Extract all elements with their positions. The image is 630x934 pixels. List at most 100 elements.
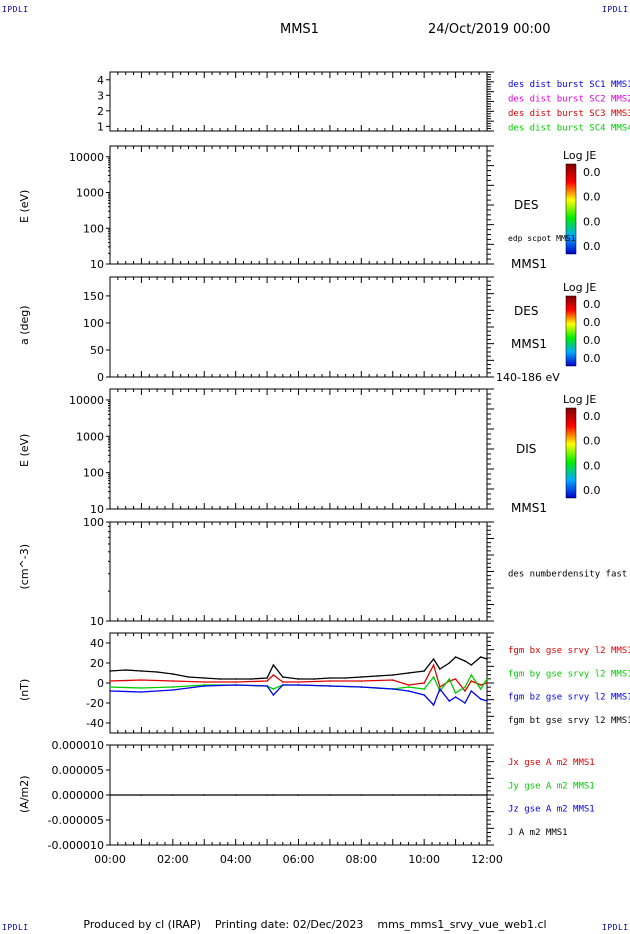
colorbar-title: Log JE [563, 393, 596, 406]
data-point-j [234, 794, 237, 796]
colorbar-tick-label: 0.0 [583, 316, 601, 329]
data-point-bt [282, 676, 284, 678]
data-point-bt [156, 671, 158, 673]
data-point-bt [187, 676, 190, 678]
data-point-bx [479, 684, 482, 686]
data-point-by [448, 678, 451, 680]
data-point-j [439, 794, 441, 796]
data-point-bx [432, 664, 435, 666]
data-point-by [172, 686, 174, 688]
y-tick-label: 100 [83, 222, 104, 235]
x-tick-label: 10:00 [408, 853, 440, 866]
colorbar-tick-label: 0.0 [583, 410, 601, 423]
data-point-bt [454, 656, 457, 658]
data-point-bx [423, 682, 426, 684]
y-tick-label: -0.000010 [48, 839, 104, 852]
data-point-by [407, 686, 410, 688]
data-point-bz [479, 698, 482, 700]
y-axis-label: E (eV) [18, 434, 31, 467]
data-point-bx [470, 680, 473, 682]
data-point-bt [203, 677, 206, 679]
x-tick-label: 02:00 [157, 853, 189, 866]
corner-label-bottom-right: IPDLI [602, 923, 629, 932]
data-point-bt [423, 670, 426, 672]
y-axis-label: (nT) [18, 679, 31, 701]
panel-frame-dis-energy [109, 388, 488, 510]
spacecraft-label: MMS1 [511, 501, 547, 515]
data-point-j [486, 794, 488, 796]
colorbar-tick-label: 0.0 [583, 484, 601, 497]
legend-entry: Jy gse A m2 MMS1 [508, 781, 595, 791]
y-tick-label: -0.000005 [48, 814, 104, 827]
y-axis-label: E (eV) [18, 190, 31, 223]
colorbar [565, 295, 577, 367]
data-point-j [272, 794, 275, 796]
data-point-bx [297, 681, 300, 683]
colorbar-tick-label: 0.0 [583, 166, 601, 179]
colorbar-tick-label: 0.0 [583, 435, 601, 448]
panel-frame-magnetic-field [109, 632, 488, 734]
data-point-bt [470, 664, 473, 666]
data-point-bx [360, 680, 363, 682]
y-tick-label: 0 [97, 677, 104, 690]
y-tick-label: 100 [83, 467, 104, 480]
data-point-bx [407, 684, 410, 686]
x-tick-label: 00:00 [94, 853, 126, 866]
spacecraft-label: MMS1 [511, 257, 547, 271]
data-point-j [140, 794, 143, 796]
series-line-bt [109, 656, 488, 680]
data-point-bz [423, 694, 426, 696]
spacecraft-title: MMS1 [280, 22, 319, 37]
data-point-bz [203, 685, 206, 687]
y-tick-label: 100 [83, 317, 104, 330]
data-point-bt [109, 670, 111, 672]
x-tick-label: 12:00 [471, 853, 503, 866]
data-point-bx [392, 679, 394, 681]
footer-filename: mms_mms1_srvy_vue_web1.cl [377, 918, 547, 931]
data-point-j [423, 794, 426, 796]
data-point-bt [272, 664, 275, 666]
corner-label-top-right: IPDLI [602, 5, 629, 14]
panel-frame-des-pitch [109, 276, 488, 378]
date-title: 24/Oct/2019 00:00 [428, 22, 551, 37]
y-axis-label: (cm^-3) [18, 544, 31, 590]
data-point-bz [454, 696, 457, 698]
corner-label-bottom-left: IPDLI [2, 923, 29, 932]
data-point-bx [329, 680, 331, 682]
y-tick-label: 2 [97, 105, 104, 118]
colorbar-tick-label: 0.0 [583, 352, 601, 365]
data-point-by [109, 686, 111, 688]
data-point-bz [407, 690, 410, 692]
y-axis-label: (A/m2) [18, 775, 31, 813]
data-point-j [109, 794, 111, 796]
legend-entry: fgm bz gse srvy l2 MMS1 [508, 693, 630, 703]
data-point-bz [360, 686, 363, 688]
data-point-bx [109, 680, 111, 682]
data-point-bt [479, 656, 482, 658]
instrument-label: DIS [516, 442, 536, 456]
data-point-by [464, 686, 466, 688]
data-point-bx [234, 681, 237, 683]
data-point-by [423, 688, 426, 690]
legend-entry: des dist burst SC3 MMS3 [508, 109, 630, 119]
data-point-bx [266, 680, 268, 682]
y-tick-label: 10 [90, 503, 104, 516]
y-tick-label: 1 [97, 120, 104, 133]
series-line-bz [109, 684, 488, 707]
y-tick-label: 100 [83, 516, 104, 529]
y-axis-label: a (deg) [18, 305, 31, 345]
data-point-bx [272, 674, 275, 676]
data-point-bt [464, 660, 466, 662]
footer-produced-by: Produced by cl (IRAP) [83, 918, 201, 931]
data-point-bz [282, 684, 284, 686]
y-tick-label: -20 [86, 697, 104, 710]
instrument-label: DES [514, 304, 538, 318]
panel-frame-burst-flags [109, 71, 488, 132]
y-tick-label: 4 [97, 74, 104, 87]
data-point-bz [109, 690, 111, 692]
data-point-j [470, 794, 473, 796]
y-tick-label: 150 [83, 290, 104, 303]
data-point-by [140, 687, 143, 689]
panel-frame-des-energy [109, 145, 488, 265]
data-point-bz [432, 704, 435, 706]
